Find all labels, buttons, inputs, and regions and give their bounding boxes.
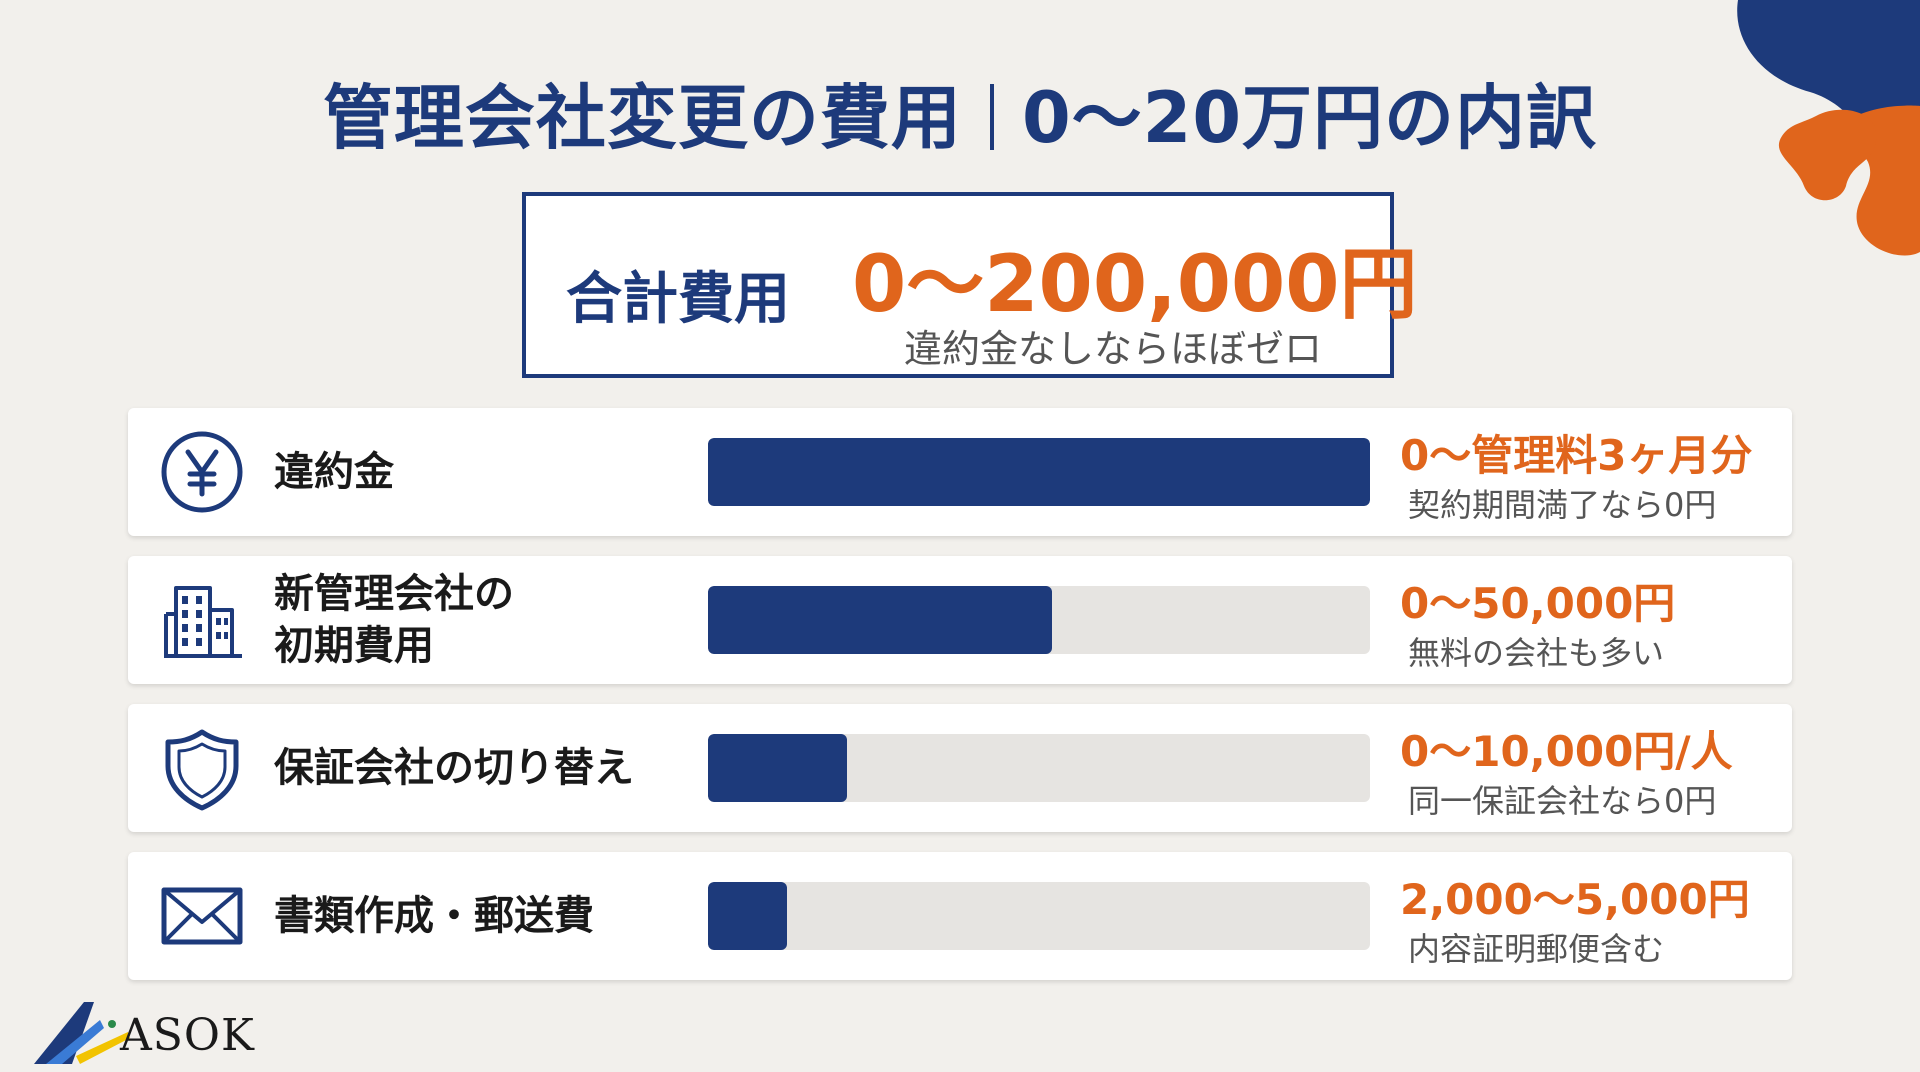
cost-row: 違約金 0〜管理料3ヶ月分 契約期間満了なら0円 (128, 408, 1792, 536)
logo-text: ASOK (120, 1010, 255, 1061)
yen-icon (161, 431, 243, 513)
bar-track (708, 438, 1370, 506)
page-title: 管理会社変更の費用 0〜20万円の内訳 (0, 62, 1920, 163)
row-label: 書類作成・郵送費 (274, 852, 674, 980)
row-label: 新管理会社の 初期費用 (274, 556, 674, 684)
bar-fill (708, 586, 1053, 654)
row-label-line: 違約金 (274, 449, 394, 495)
title-separator (989, 84, 994, 150)
row-label-line: 初期費用 (274, 623, 434, 669)
shield-icon (165, 729, 239, 811)
asok-logo-mark (34, 1002, 130, 1064)
row-label: 保証会社の切り替え (274, 704, 674, 832)
row-note: 内容証明郵便含む (1408, 930, 1665, 968)
row-label-line: 書類作成・郵送費 (274, 893, 594, 939)
row-label: 違約金 (274, 408, 674, 536)
row-value: 0〜10,000円/人 (1400, 727, 1733, 776)
bar-track (708, 734, 1370, 802)
row-value: 2,000〜5,000円 (1400, 875, 1750, 924)
bar-track (708, 882, 1370, 950)
row-label-line: 新管理会社の (274, 571, 514, 617)
cost-row: 保証会社の切り替え 0〜10,000円/人 同一保証会社なら0円 (128, 704, 1792, 832)
bar-track (708, 586, 1370, 654)
row-value: 0〜管理料3ヶ月分 (1400, 431, 1753, 480)
total-value: 0〜200,000円 (852, 240, 1418, 330)
row-label-line: 保証会社の切り替え (274, 745, 634, 791)
cost-row: 新管理会社の 初期費用 0〜50,000円 無料の会社も多い (128, 556, 1792, 684)
row-value: 0〜50,000円 (1400, 579, 1676, 628)
title-right: 0〜20万円の内訳 (1021, 77, 1598, 159)
row-note: 無料の会社も多い (1408, 634, 1665, 672)
total-cost-box: 合計費用 0〜200,000円 違約金なしならほぼゼロ (522, 192, 1418, 378)
row-note: 契約期間満了なら0円 (1408, 486, 1717, 524)
cost-row: 書類作成・郵送費 2,000〜5,000円 内容証明郵便含む (128, 852, 1792, 980)
bar-fill (708, 882, 788, 950)
decorative-blobs (1737, 0, 1920, 256)
bar-fill (708, 734, 848, 802)
envelope-icon (161, 887, 243, 945)
building-icon (164, 586, 242, 658)
total-label: 合計費用 (566, 267, 790, 332)
bar-fill (708, 438, 1370, 506)
total-note: 違約金なしならほぼゼロ (904, 327, 1323, 371)
row-note: 同一保証会社なら0円 (1408, 782, 1717, 820)
title-left: 管理会社変更の費用 (322, 77, 962, 159)
